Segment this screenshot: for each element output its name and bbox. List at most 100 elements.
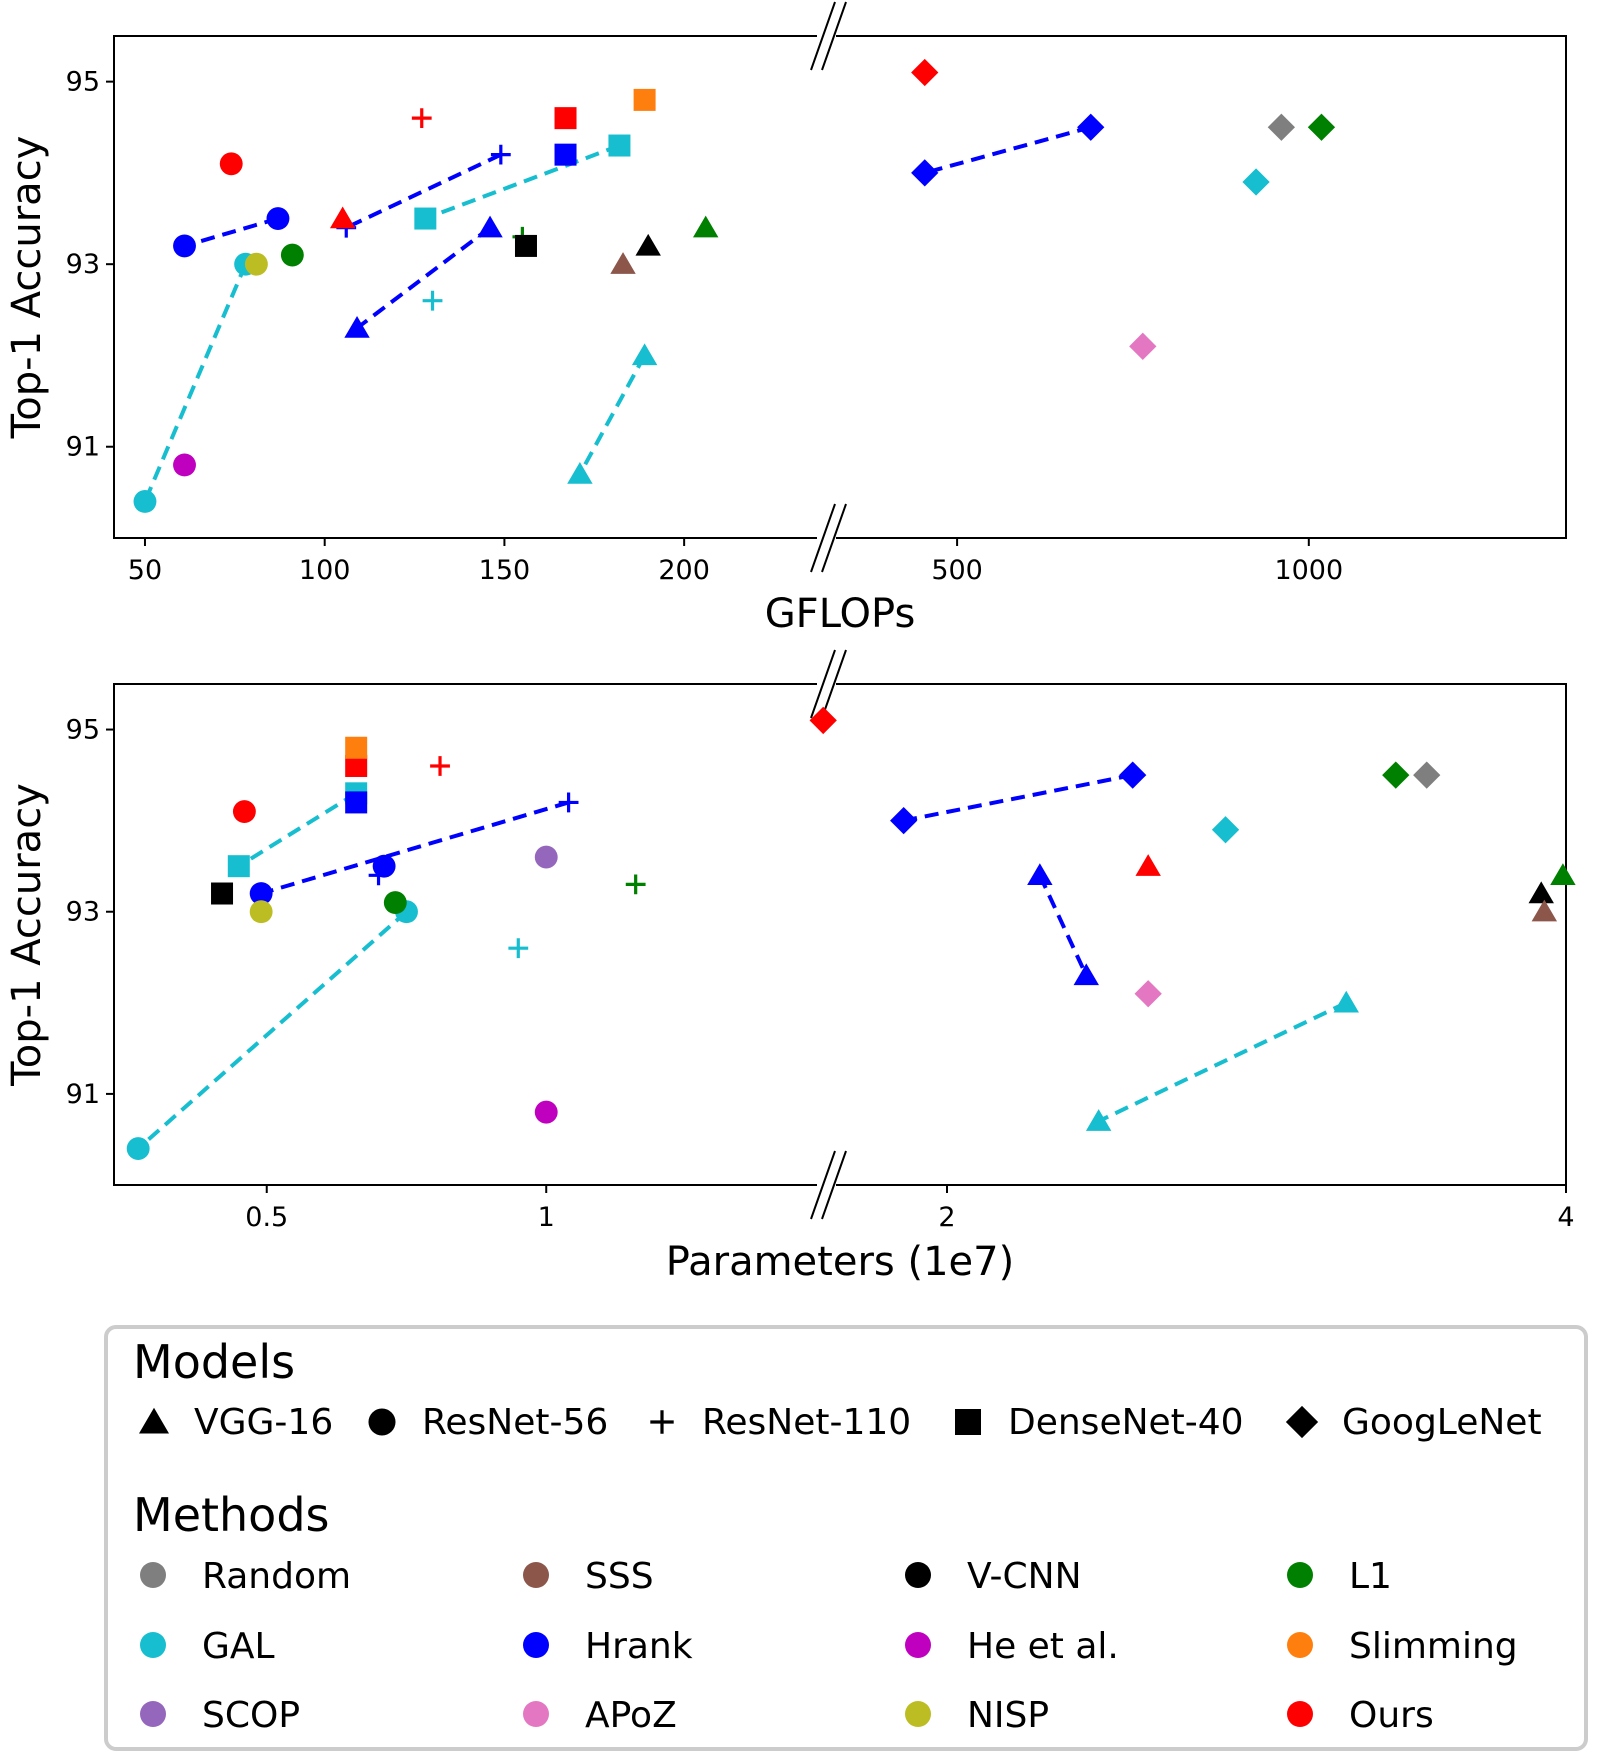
- legend-method-sss: SSS: [585, 1556, 654, 1597]
- point-nisp-circle: [249, 900, 273, 924]
- legend-method-apoz: APoZ: [585, 1695, 677, 1736]
- point-v-cnn-triangle: [635, 233, 661, 256]
- legend-method-nisp: NISP: [967, 1695, 1049, 1736]
- x-tick-label: 100: [299, 555, 351, 586]
- point-slimming-square: [345, 736, 368, 759]
- point-hrank-square: [554, 143, 577, 166]
- axis-break-gap: [817, 535, 836, 541]
- point-hrank-diamond: [1119, 761, 1147, 789]
- point-l1-circle: [280, 243, 304, 267]
- legend-method-slimming: Slimming: [1349, 1626, 1518, 1667]
- axis-break-slash: [821, 503, 847, 573]
- legend-swatch-v-cnn: [905, 1562, 931, 1588]
- point-scop-circle: [534, 845, 558, 869]
- legend-marker-googlenet: [1285, 1405, 1319, 1439]
- axis-break-slash: [810, 503, 836, 573]
- point-hrank-circle: [266, 207, 290, 230]
- point-l1-triangle: [1550, 863, 1576, 885]
- y-tick-label: 93: [66, 249, 100, 280]
- y-tick-label: 95: [66, 67, 100, 98]
- link-gal: [578, 354, 647, 476]
- legend-model-densenet-40: DenseNet-40: [1008, 1402, 1244, 1443]
- point-apoz-diamond: [1129, 332, 1157, 360]
- axis-break-gap: [817, 681, 836, 687]
- point-hrank-plus: [490, 144, 511, 165]
- legend-method-random: Random: [202, 1556, 351, 1597]
- point-hrank-triangle: [1073, 963, 1099, 986]
- point-gal-square: [414, 207, 437, 230]
- link-hrank: [355, 226, 492, 330]
- axis-break-gap: [817, 1182, 836, 1188]
- link-hrank: [903, 773, 1134, 823]
- x-tick-label: 500: [931, 555, 983, 586]
- legend-model-resnet-110: ResNet-110: [702, 1402, 911, 1443]
- legend-swatch-gal: [140, 1632, 166, 1658]
- point-he-et-al-circle: [173, 453, 196, 477]
- legend-model-resnet-56: ResNet-56: [422, 1402, 608, 1443]
- point-gal-diamond: [1211, 816, 1240, 844]
- point-gal-diamond: [1242, 168, 1270, 196]
- legend-method-v-cnn: V-CNN: [967, 1556, 1082, 1597]
- chart-parameters: 91 93 95 0.5 1 2 4 Parameters (1e7) Top-1 Accura…: [4, 649, 1576, 1285]
- x-axis-label: GFLOPs: [765, 591, 916, 637]
- point-ours-circle: [219, 152, 243, 176]
- point-v-cnn-square: [211, 882, 234, 905]
- plot-frame: [113, 35, 1567, 539]
- y-axis-label: Top-1 Accuracy: [4, 783, 50, 1087]
- point-gal-square: [227, 855, 250, 878]
- link-gal: [424, 143, 621, 221]
- point-ours-plus: [411, 108, 432, 129]
- legend-methods-title: Methods: [133, 1488, 330, 1542]
- x-tick-label: 0.5: [245, 1202, 288, 1233]
- legend-models-title: Models: [133, 1335, 295, 1389]
- legend-marker-vgg-16: [138, 1407, 170, 1434]
- legend-swatch-random: [140, 1562, 166, 1588]
- point-ours-circle: [232, 800, 256, 823]
- point-ours-diamond: [911, 58, 939, 87]
- x-tick-label: 1: [538, 1202, 555, 1233]
- point-hrank-triangle: [1027, 863, 1053, 885]
- point-random-diamond: [1267, 113, 1296, 141]
- link-hrank: [183, 216, 279, 248]
- x-axis-label: Parameters (1e7): [666, 1239, 1014, 1285]
- x-tick-label: 2: [938, 1202, 955, 1233]
- point-apoz-diamond: [1134, 980, 1162, 1008]
- point-ours-diamond: [809, 706, 837, 735]
- legend-swatch-apoz: [523, 1701, 549, 1727]
- y-tick-label: 95: [66, 715, 100, 746]
- legend-swatch-scop: [140, 1701, 166, 1727]
- point-l1-diamond: [1307, 113, 1336, 141]
- point-l1-triangle: [693, 215, 719, 238]
- link-hrank: [345, 152, 502, 230]
- point-slimming-square: [633, 88, 656, 111]
- point-gal-triangle: [1085, 1109, 1112, 1131]
- link-gal: [136, 910, 408, 1151]
- point-ours-triangle: [1135, 854, 1161, 876]
- legend-swatch-he-et-al: [905, 1632, 931, 1658]
- legend-swatch-ours: [1287, 1701, 1313, 1727]
- point-hrank-circle: [249, 882, 273, 905]
- x-tick-label: 50: [128, 555, 162, 586]
- point-hrank-circle: [173, 234, 196, 258]
- point-v-cnn-triangle: [1528, 881, 1554, 904]
- axis-break-slash: [810, 649, 836, 719]
- point-gal-triangle: [1333, 990, 1359, 1013]
- legend-swatch-nisp: [905, 1701, 931, 1727]
- point-hrank-diamond: [890, 806, 918, 835]
- legend-method-hrank: Hrank: [585, 1626, 693, 1667]
- point-hrank-plus: [368, 865, 389, 886]
- legend-marker-resnet-110: [650, 1410, 674, 1434]
- legend-model-vgg-16: VGG-16: [194, 1402, 333, 1443]
- legend: Models VGG-16 ResNet-56 ResNet-110 DenseNet-…: [104, 1325, 1588, 1751]
- legend-method-gal: GAL: [202, 1626, 275, 1667]
- link-gal: [1097, 1001, 1348, 1124]
- point-ours-plus: [430, 756, 450, 776]
- axis-break-slash: [821, 1150, 847, 1220]
- point-hrank-triangle: [477, 215, 503, 238]
- legend-method-l1: L1: [1349, 1556, 1392, 1597]
- x-tick-label: 1000: [1274, 555, 1343, 586]
- point-nisp-circle: [244, 252, 268, 276]
- point-random-diamond: [1413, 761, 1441, 789]
- y-tick-label: 91: [66, 1079, 100, 1110]
- legend-marker-resnet-56: [368, 1408, 396, 1436]
